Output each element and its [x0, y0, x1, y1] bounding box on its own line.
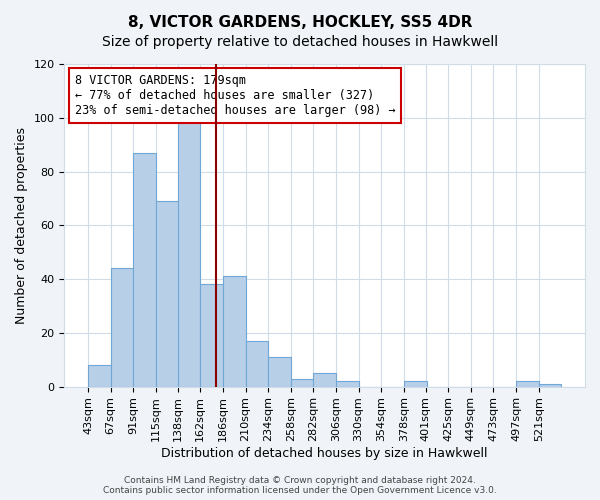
Bar [313, 373, 336, 386]
Text: 8 VICTOR GARDENS: 179sqm
← 77% of detached houses are smaller (327)
23% of semi-: 8 VICTOR GARDENS: 179sqm ← 77% of detach… [75, 74, 395, 116]
Bar [336, 381, 359, 386]
Bar [291, 378, 313, 386]
Bar [245, 341, 268, 386]
Bar [516, 381, 539, 386]
Bar [88, 365, 110, 386]
Bar [178, 118, 200, 386]
Bar [156, 201, 179, 386]
Bar [223, 276, 245, 386]
Bar [133, 152, 156, 386]
Bar [539, 384, 562, 386]
Text: Contains HM Land Registry data © Crown copyright and database right 2024.
Contai: Contains HM Land Registry data © Crown c… [103, 476, 497, 495]
Bar [110, 268, 133, 386]
Bar [404, 381, 427, 386]
Text: 8, VICTOR GARDENS, HOCKLEY, SS5 4DR: 8, VICTOR GARDENS, HOCKLEY, SS5 4DR [128, 15, 472, 30]
Bar [268, 357, 291, 386]
X-axis label: Distribution of detached houses by size in Hawkwell: Distribution of detached houses by size … [161, 447, 488, 460]
Text: Size of property relative to detached houses in Hawkwell: Size of property relative to detached ho… [102, 35, 498, 49]
Y-axis label: Number of detached properties: Number of detached properties [15, 127, 28, 324]
Bar [200, 284, 223, 386]
